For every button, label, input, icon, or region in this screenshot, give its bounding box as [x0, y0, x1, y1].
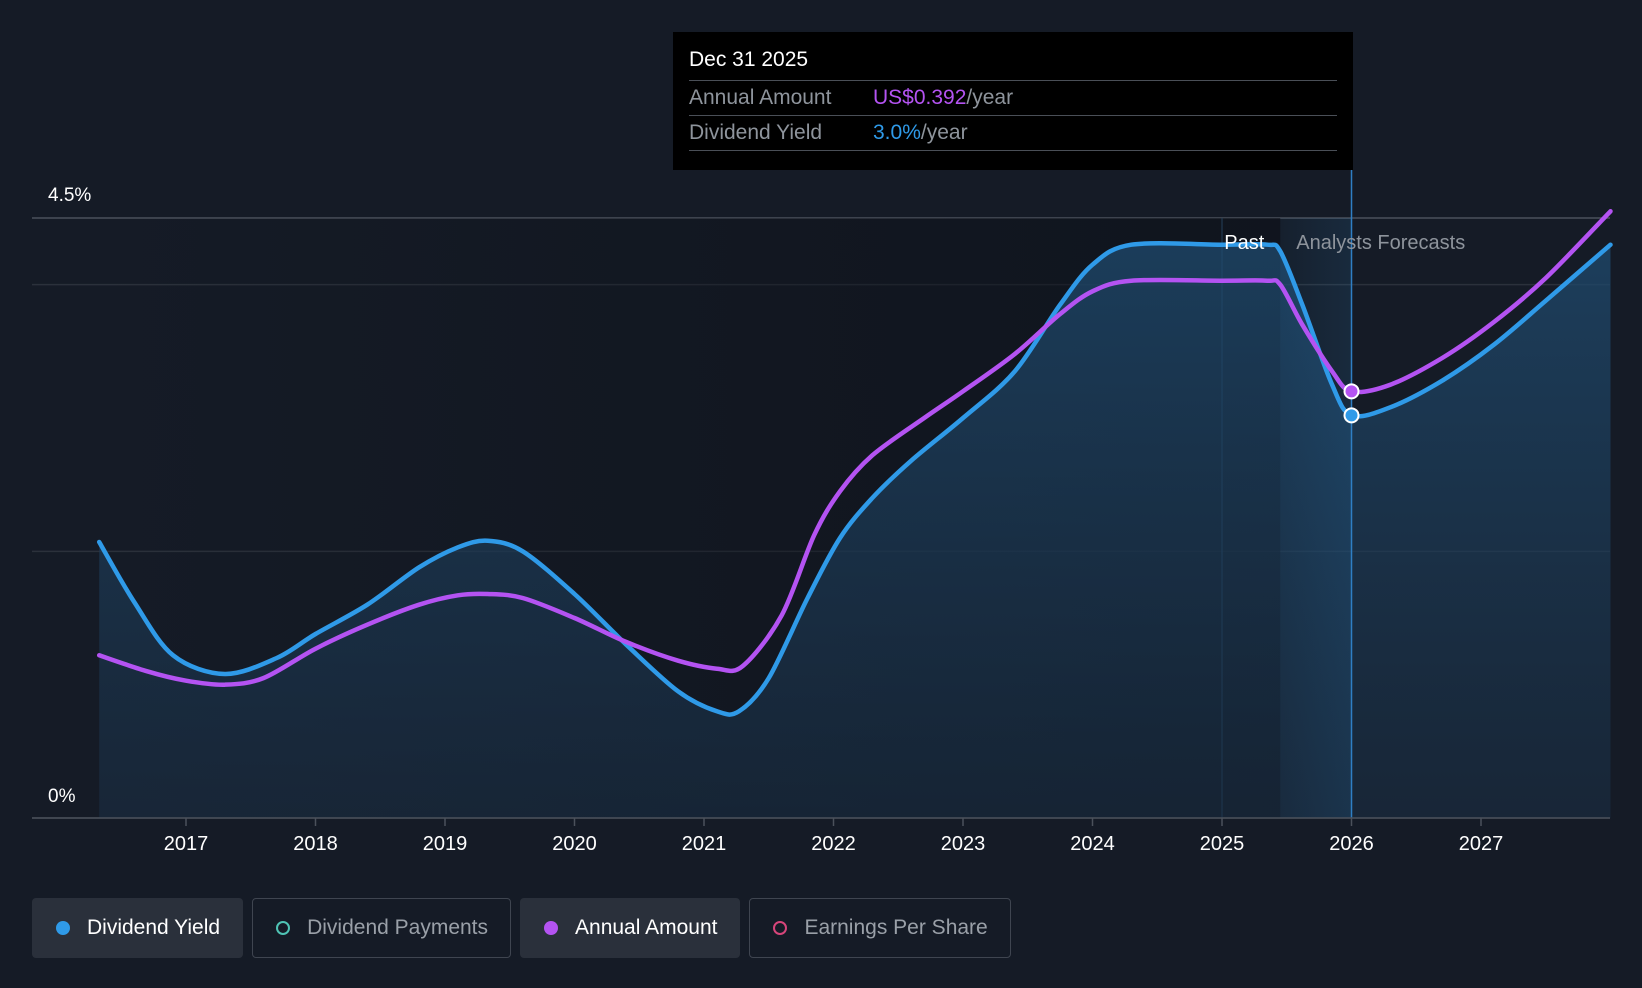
x-tick-label: 2020: [552, 833, 597, 855]
hover-tooltip: Dec 31 2025 Annual Amount US$0.392 /year…: [673, 32, 1353, 170]
past-label: Past: [1224, 232, 1264, 254]
legend-label: Annual Amount: [575, 916, 718, 939]
legend-earnings-per-share-button[interactable]: Earnings Per Share: [749, 898, 1011, 958]
tooltip-value: 3.0%: [873, 121, 921, 144]
x-tick-label: 2024: [1070, 833, 1115, 855]
legend-label: Earnings Per Share: [804, 916, 988, 939]
tooltip-label: Annual Amount: [689, 86, 832, 109]
x-tick-label: 2022: [811, 833, 856, 855]
legend-label: Dividend Payments: [307, 916, 489, 939]
legend-dividend-yield-button[interactable]: Dividend Yield: [32, 898, 244, 958]
filled-dot-icon: [544, 921, 559, 935]
tooltip-row-dividend-yield: Dividend Yield 3.0% /year: [689, 116, 1337, 151]
hover-markers: [1343, 383, 1360, 424]
x-tick-label: 2017: [164, 833, 209, 855]
dividend-yield-line: [96, 241, 1613, 717]
hollow-dot-icon: [276, 921, 291, 935]
series-lines: [96, 209, 1613, 717]
legend: Dividend Yield Dividend Payments Annual …: [32, 898, 1011, 958]
tooltip-date: Dec 31 2025: [689, 46, 1337, 81]
filled-dot-icon: [56, 921, 70, 935]
x-tick-label: 2019: [423, 833, 468, 855]
legend-annual-amount-button[interactable]: Annual Amount: [520, 898, 741, 958]
x-axis: [32, 817, 1610, 826]
yield-area: [99, 170, 1611, 818]
y-tick-label: 4.5%: [48, 185, 91, 206]
x-tick-label: 2026: [1329, 833, 1374, 855]
legend-label: Dividend Yield: [87, 916, 221, 939]
y-tick-label: 0%: [48, 786, 76, 807]
x-tick-label: 2018: [293, 833, 338, 855]
tooltip-unit: /year: [966, 86, 1014, 109]
tooltip-unit: /year: [920, 121, 968, 144]
annual-amount-line: [96, 209, 1613, 687]
x-tick-label: 2023: [941, 833, 986, 855]
x-tick-label: 2025: [1200, 833, 1245, 855]
x-tick-label: 2021: [682, 833, 727, 855]
dividend-yield-marker: [1343, 407, 1360, 424]
analysts-forecasts-label: Analysts Forecasts: [1296, 232, 1465, 254]
axis-labels: 2017 2018 2019 2020 2021 2022 2023 2024 2025 2026…: [48, 185, 1503, 855]
tooltip-label: Dividend Yield: [689, 121, 823, 144]
dividend-yield-area: [99, 243, 1611, 818]
forecast-band: [1280, 218, 1352, 818]
tooltip-value: US$0.392: [873, 86, 967, 109]
tooltip-row-annual-amount: Annual Amount US$0.392 /year: [689, 81, 1337, 116]
legend-dividend-payments-button[interactable]: Dividend Payments: [252, 898, 512, 958]
annual-amount-marker: [1343, 383, 1360, 400]
hollow-dot-icon: [773, 921, 788, 935]
x-tick-label: 2027: [1459, 833, 1504, 855]
